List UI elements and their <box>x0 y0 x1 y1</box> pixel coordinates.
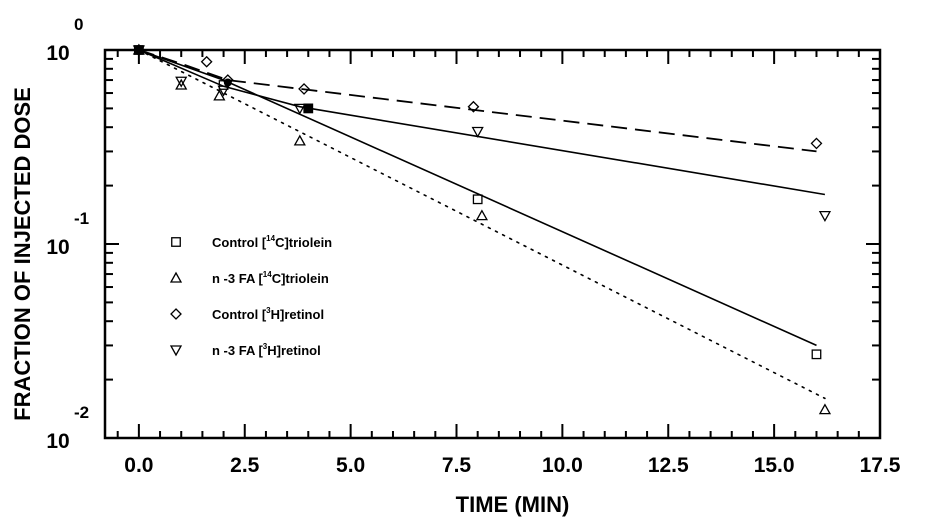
y-tick-exponent: -1 <box>74 209 89 228</box>
legend-marker-3 <box>170 308 182 320</box>
legend-label-2: n -3 FA [14C]triolein <box>212 270 329 286</box>
legend-label-text: C]triolein <box>275 235 332 250</box>
data-point-series-3 <box>298 83 310 95</box>
data-point-series-2 <box>818 403 832 415</box>
legend-label-superscript: 3 <box>266 306 271 315</box>
legend-marker-2 <box>169 271 183 283</box>
x-tick-label: 17.5 <box>860 454 901 477</box>
y-axis: 10 0 10 -1 10 -2 <box>46 15 880 453</box>
legend-label-3: Control [3H]retinol <box>212 306 324 322</box>
data-point-series-3 <box>810 137 823 150</box>
legend-label-superscript: 3 <box>263 342 268 351</box>
y-axis-title: FRACTION OF INJECTED DOSE <box>10 87 35 421</box>
legend-label-text: n -3 FA [ <box>212 271 263 286</box>
fit-line-series-3 <box>138 49 817 153</box>
data-point-series-4 <box>217 85 230 97</box>
data-point-series-3 <box>200 55 213 68</box>
x-tick-label: 15.0 <box>754 454 795 477</box>
y-tick-exponent: -2 <box>74 403 89 422</box>
fit-line-series-4 <box>138 49 826 196</box>
x-tick-label: 12.5 <box>648 454 689 477</box>
x-tick-label: 5.0 <box>336 454 365 477</box>
legend-marker-4 <box>169 345 183 357</box>
markers <box>132 43 832 415</box>
data-point-series-4 <box>471 126 484 138</box>
data-point-series-2 <box>293 134 306 146</box>
legend-marker-1 <box>171 237 181 247</box>
x-axis: 0.0 2.5 5.0 7.5 10.0 12.5 15.0 17.5 <box>116 50 901 477</box>
y-tick-label: 10 <box>46 430 69 453</box>
legend-label-text: n -3 FA [ <box>212 343 263 358</box>
legend-label-1: Control [14C]triolein <box>212 234 332 250</box>
x-tick-label: 2.5 <box>230 454 260 477</box>
origin-point <box>133 45 144 55</box>
legend-label-text: C]triolein <box>272 271 329 286</box>
legend-label-superscript: 14 <box>263 270 272 279</box>
y-tick-label: 10 <box>46 42 69 65</box>
data-point-series-3 <box>467 100 480 113</box>
x-tick-label: 0.0 <box>124 454 153 477</box>
legend-label-text: H]retinol <box>271 307 324 322</box>
data-point-series-2 <box>175 78 188 90</box>
data-point-series-1 <box>472 194 483 205</box>
fit-line-series-2 <box>138 49 826 400</box>
x-tick-label: 7.5 <box>442 454 472 477</box>
legend-label-text: Control [ <box>212 235 267 250</box>
data-point-series-1 <box>811 349 822 360</box>
x-tick-label: 10.0 <box>542 454 583 477</box>
data-point-series-2 <box>475 209 489 221</box>
legend-label-text: H]retinol <box>267 343 320 358</box>
x-axis-title: TIME (MIN) <box>456 492 570 517</box>
legend-label-text: Control [ <box>212 307 267 322</box>
data-point-series-2 <box>213 89 226 101</box>
data-point-series-4 <box>818 211 832 222</box>
data-point-series-1 <box>303 103 314 114</box>
data-point-series-4 <box>175 76 188 88</box>
legend-label-superscript: 14 <box>266 234 275 243</box>
legend-label-4: n -3 FA [3H]retinol <box>212 342 321 358</box>
overlap-point <box>304 104 313 113</box>
fit-line-series-1 <box>138 49 817 347</box>
y-tick-label: 10 <box>46 236 69 259</box>
y-tick-exponent: 0 <box>74 15 83 34</box>
overlap-point <box>223 78 232 87</box>
data-point-series-4 <box>293 103 306 115</box>
